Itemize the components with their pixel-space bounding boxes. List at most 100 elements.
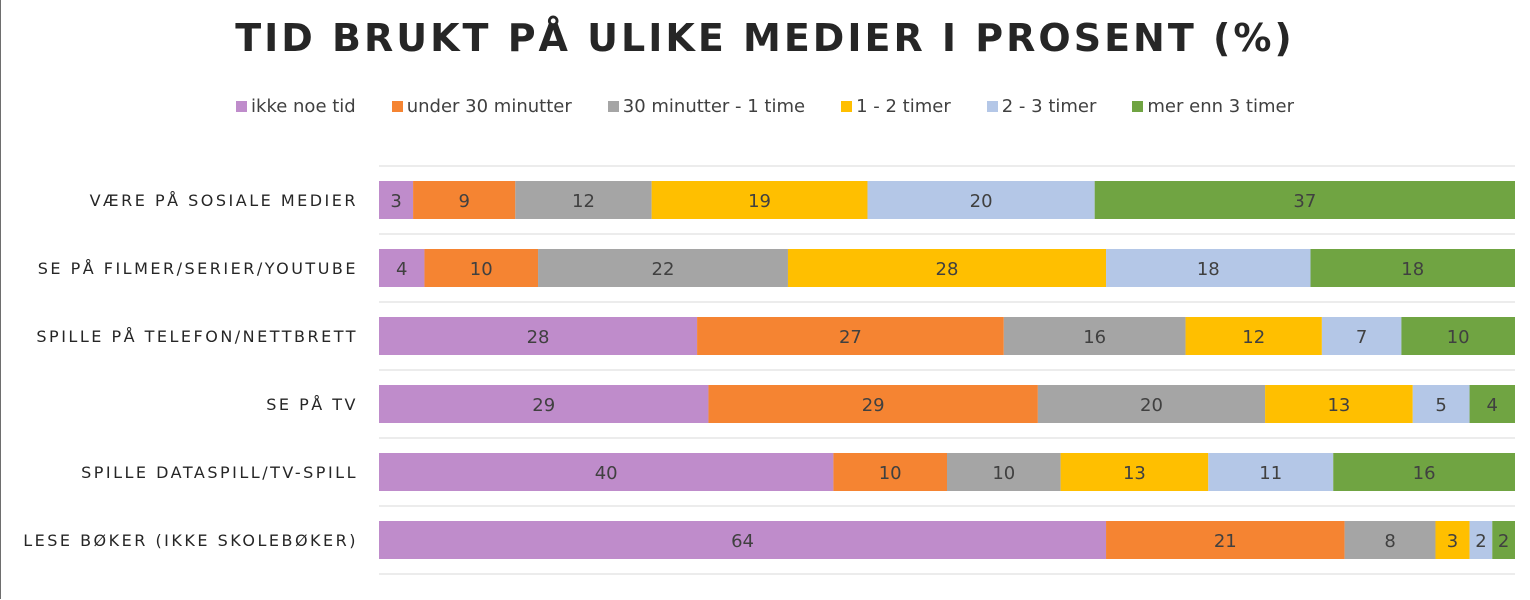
legend-swatch xyxy=(841,101,853,112)
data-label: 10 xyxy=(879,463,902,484)
bar-segment xyxy=(1469,521,1493,559)
bar-segment xyxy=(379,453,834,491)
data-label: 12 xyxy=(572,191,595,212)
data-label: 22 xyxy=(652,259,675,280)
bar-segment xyxy=(515,181,652,219)
data-label: 4 xyxy=(1487,395,1498,416)
data-label: 10 xyxy=(992,463,1015,484)
data-label: 2 xyxy=(1475,531,1486,552)
data-label: 28 xyxy=(527,327,550,348)
bar-segment xyxy=(379,521,1107,559)
data-label: 40 xyxy=(595,463,618,484)
data-label: 13 xyxy=(1327,395,1350,416)
category-label: LESE BØKER (IKKE SKOLEBØKER) xyxy=(23,531,358,550)
data-label: 2 xyxy=(1498,531,1509,552)
bar-segment xyxy=(1469,385,1515,423)
legend-swatch xyxy=(607,101,619,112)
legend-swatch xyxy=(986,101,998,112)
category-label: SE PÅ TV xyxy=(266,395,358,414)
data-label: 8 xyxy=(1384,531,1395,552)
data-label: 29 xyxy=(862,395,885,416)
legend-swatch xyxy=(391,101,403,112)
data-label: 9 xyxy=(458,191,469,212)
bar-segment xyxy=(1344,521,1436,559)
data-label: 64 xyxy=(731,531,754,552)
legend-label: 30 minutter - 1 time xyxy=(622,96,806,117)
data-label: 20 xyxy=(970,191,993,212)
legend-label: under 30 minutter xyxy=(406,96,572,117)
bar-segment xyxy=(379,317,698,355)
data-label: 10 xyxy=(1447,327,1470,348)
bar-segment xyxy=(1037,385,1266,423)
bar-segment xyxy=(1003,317,1186,355)
bar-segment xyxy=(413,181,516,219)
bar-segment xyxy=(379,385,709,423)
legend: ikke noe tid under 30 minutter 30 minutter… xyxy=(0,96,1530,117)
legend-swatch xyxy=(1132,101,1144,112)
data-label: 28 xyxy=(936,259,959,280)
bar-segment xyxy=(833,453,947,491)
legend-label: mer enn 3 timer xyxy=(1147,96,1294,117)
data-label: 7 xyxy=(1356,327,1367,348)
legend-item: ikke noe tid xyxy=(236,96,356,117)
data-label: 19 xyxy=(748,191,771,212)
bar-segment xyxy=(1310,249,1515,287)
bar-segment xyxy=(379,249,425,287)
legend-label: 1 - 2 timer xyxy=(856,96,951,117)
bar-segment xyxy=(1435,521,1470,559)
legend-item: 1 - 2 timer xyxy=(841,96,951,117)
bar-segment xyxy=(787,249,1107,287)
legend-item: under 30 minutter xyxy=(391,96,572,117)
legend-item: 30 minutter - 1 time xyxy=(607,96,806,117)
category-label: SPILLE DATASPILL/TV-SPILL xyxy=(81,463,358,482)
data-label: 11 xyxy=(1259,463,1282,484)
bar-segment xyxy=(1208,453,1334,491)
data-label: 29 xyxy=(532,395,555,416)
data-label: 10 xyxy=(470,259,493,280)
category-label: VÆRE PÅ SOSIALE MEDIER xyxy=(90,191,358,210)
bar-segment xyxy=(1106,521,1345,559)
bar-segment xyxy=(947,453,1061,491)
legend-swatch xyxy=(236,101,248,112)
data-label: 3 xyxy=(390,191,401,212)
data-label: 12 xyxy=(1242,327,1265,348)
bar-segment xyxy=(1265,385,1413,423)
bar-segment xyxy=(697,317,1004,355)
category-label: SPILLE PÅ TELEFON/NETTBRETT xyxy=(36,327,358,346)
data-label: 37 xyxy=(1293,191,1316,212)
category-label: SE PÅ FILMER/SERIER/YOUTUBE xyxy=(38,259,358,278)
bar-segment xyxy=(1185,317,1322,355)
legend-label: 2 - 3 timer xyxy=(1001,96,1097,117)
bar-segment xyxy=(1401,317,1515,355)
data-label: 18 xyxy=(1401,259,1424,280)
bar-segment xyxy=(1106,249,1311,287)
data-label: 13 xyxy=(1123,463,1146,484)
legend-item: mer enn 3 timer xyxy=(1132,96,1294,117)
bar-segment xyxy=(379,181,414,219)
bar-segment xyxy=(708,385,1038,423)
bar-segment xyxy=(867,181,1095,219)
bar-segment xyxy=(1321,317,1402,355)
legend-item: 2 - 3 timer xyxy=(986,96,1097,117)
bar-segment xyxy=(424,249,539,287)
legend-label: ikke noe tid xyxy=(251,96,356,117)
data-label: 20 xyxy=(1140,395,1163,416)
bar-segment xyxy=(651,181,868,219)
data-label: 5 xyxy=(1435,395,1446,416)
data-label: 16 xyxy=(1413,463,1436,484)
data-label: 21 xyxy=(1214,531,1237,552)
data-label: 3 xyxy=(1447,531,1458,552)
bar-segment xyxy=(1060,453,1209,491)
data-label: 16 xyxy=(1083,327,1106,348)
bar-segment xyxy=(1492,521,1515,559)
bar-segment xyxy=(538,249,788,287)
data-label: 27 xyxy=(839,327,862,348)
data-label: 18 xyxy=(1197,259,1220,280)
data-label: 4 xyxy=(396,259,407,280)
bar-segment xyxy=(1094,181,1515,219)
bar-segment xyxy=(1333,453,1515,491)
bar-segment xyxy=(1412,385,1470,423)
chart-title: TID BRUKT PÅ ULIKE MEDIER I PROSENT (%) xyxy=(235,16,1295,60)
